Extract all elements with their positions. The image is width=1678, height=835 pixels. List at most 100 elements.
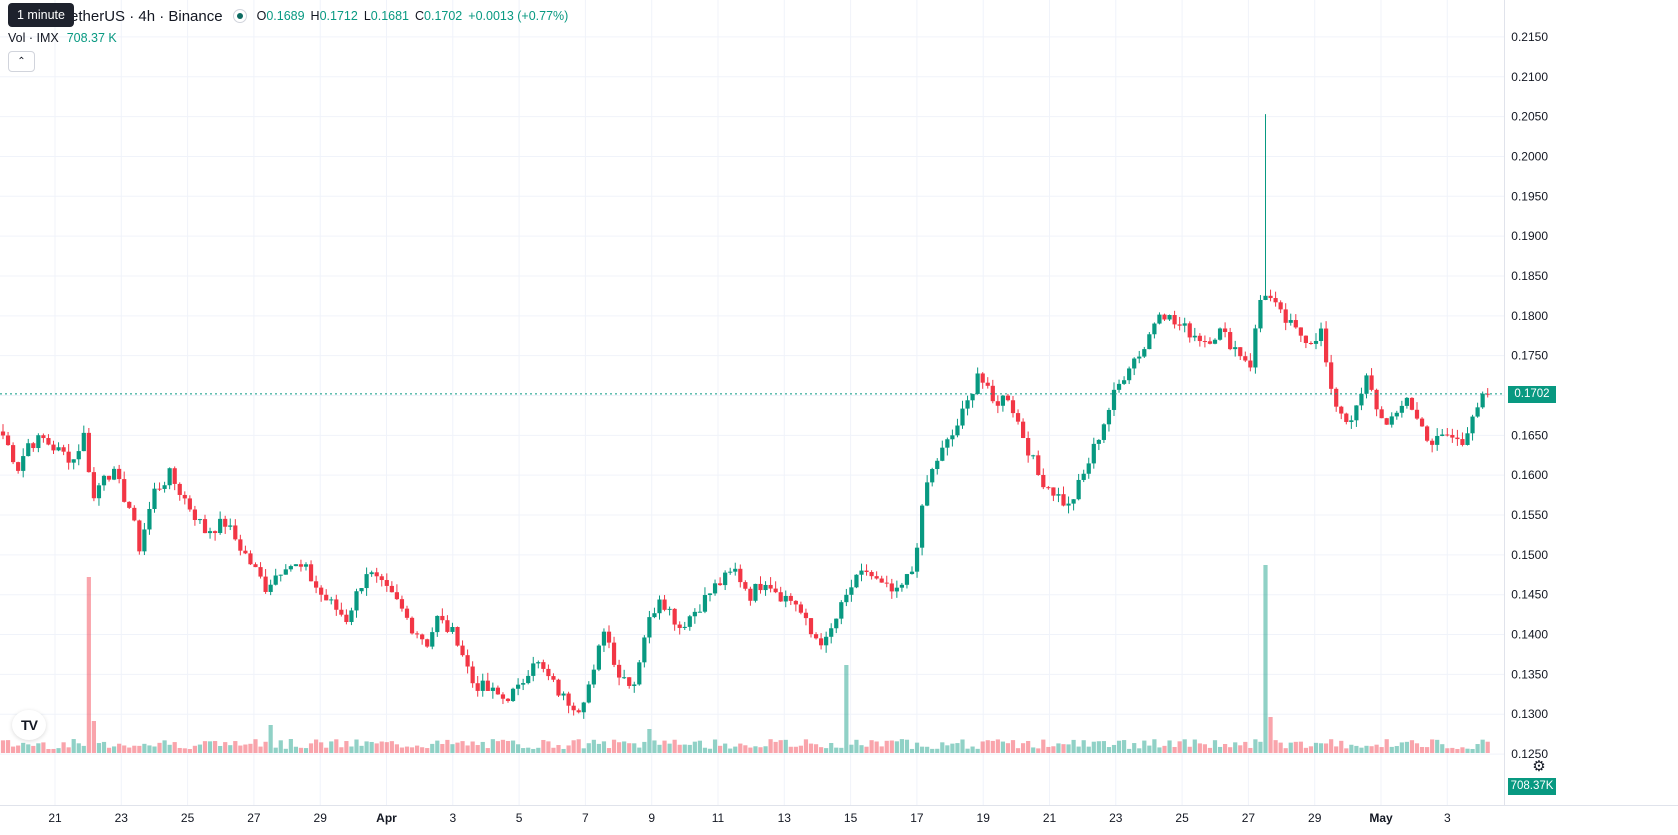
volume-bar [677,744,682,753]
candle [975,367,980,395]
time-tick-label: 5 [516,811,523,825]
candle [1303,335,1308,349]
volume-bar [723,743,728,753]
candle [303,562,309,571]
candle [1101,423,1106,444]
candle [1071,499,1076,511]
candle [1268,289,1273,302]
volume-bar [839,747,844,753]
candle [935,458,940,475]
candle [334,594,339,616]
volume-bar [96,743,102,753]
volume-bar [692,741,697,753]
volume-bar [1329,739,1334,753]
volume-bar [516,744,521,753]
volume-bar [137,745,142,753]
candle [86,427,91,473]
candle [1435,428,1440,451]
candle [808,618,814,638]
volume-bar [1096,741,1101,753]
candle [1359,387,1364,411]
candle [829,623,834,644]
volume-bar [440,743,445,753]
volume-bar [1172,746,1177,753]
volume-bar [920,746,925,753]
candle [420,633,425,645]
market-status-icon[interactable] [232,9,247,23]
candle [596,644,601,672]
time-tick-label: 21 [1043,811,1057,825]
candle [1379,406,1384,419]
volume-bar [788,746,793,753]
candle [1081,469,1086,483]
candle [1445,428,1450,437]
candle [819,633,824,650]
candle [571,702,576,716]
volume-bar [1283,748,1288,753]
volume-bar [874,741,879,753]
candle [445,615,450,634]
candle [526,670,531,685]
volume-bar [682,744,687,753]
candle [253,562,258,568]
volume-bar [1414,743,1420,753]
candle [41,433,46,443]
candle [1288,313,1293,326]
candle [707,593,713,602]
settings-gear-icon[interactable]: ⚙ [1532,758,1546,775]
volume-bar [1056,743,1061,753]
volume-bar [763,746,768,753]
candle [379,573,384,587]
volume-bar [354,739,359,753]
volume-bar [733,746,738,753]
volume-bar [556,745,561,753]
candle [712,579,718,596]
volume-bar [753,746,758,753]
volume-bar [859,745,864,753]
volume-bar [334,739,339,753]
candle [329,596,334,605]
volume-bar [940,742,945,753]
candle [834,618,839,634]
candle [364,567,369,596]
symbol-title[interactable]: etherUS · 4h · Binance [70,7,223,25]
candle [228,518,233,531]
volume-bar [586,743,591,753]
volume-bar [389,741,394,753]
candle [147,501,152,535]
volume-bar [207,741,213,753]
time-tick-label: 23 [1109,811,1123,825]
volume-bar [112,746,117,753]
candle [339,602,344,617]
tradingview-logo-icon[interactable]: TV [12,710,46,740]
candle [409,616,415,635]
volume-bar [197,744,203,753]
candle [803,608,809,626]
volume-bar [894,741,899,753]
volume-bar [1147,745,1152,753]
volume-bar [510,740,516,753]
candle [1036,450,1041,476]
volume-bar [1106,747,1112,753]
volume-bar [1071,739,1076,753]
time-axis[interactable]: 21 23 25 27 29 Apr 3 5 7 9 11 13 15 17 19 21 23 25 27 29 May… [48,811,1451,825]
collapse-legend-button[interactable]: ⌃ [8,51,35,72]
candle [425,638,430,648]
price-tick-label: 0.2000 [1511,149,1548,163]
volume-bar [76,743,81,753]
candle [218,511,223,535]
volume-label[interactable]: Vol · IMX [8,31,59,45]
volume-bar [1041,739,1046,753]
candle [1238,347,1243,360]
candle [733,562,738,576]
candle [1460,432,1465,447]
volume-bar [258,746,263,753]
candle [1344,412,1349,425]
candle [1122,376,1127,385]
time-tick-label: 9 [648,811,655,825]
candle [1399,400,1404,418]
volume-bar [526,747,531,753]
candle [465,649,470,674]
volume-bar [1026,740,1031,753]
